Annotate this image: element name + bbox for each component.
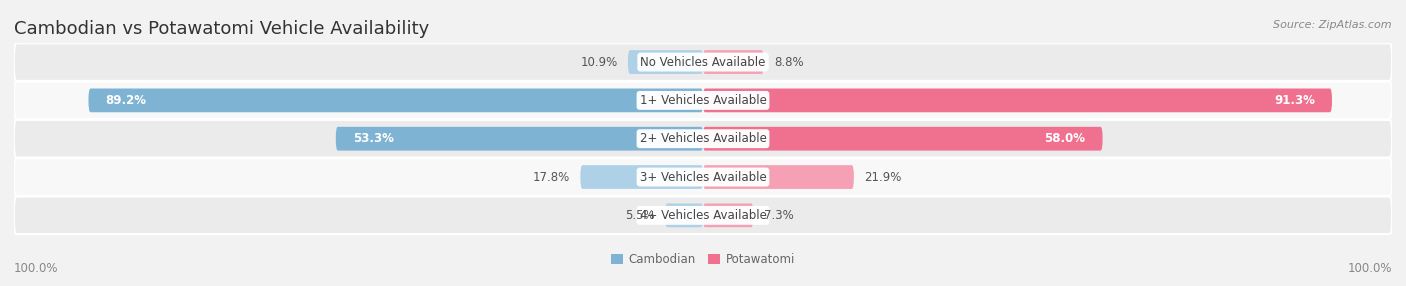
- Legend: Cambodian, Potawatomi: Cambodian, Potawatomi: [606, 248, 800, 271]
- Text: 4+ Vehicles Available: 4+ Vehicles Available: [640, 209, 766, 222]
- Text: 5.5%: 5.5%: [626, 209, 655, 222]
- Text: Cambodian vs Potawatomi Vehicle Availability: Cambodian vs Potawatomi Vehicle Availabi…: [14, 20, 429, 38]
- Text: 58.0%: 58.0%: [1045, 132, 1085, 145]
- FancyBboxPatch shape: [14, 82, 1392, 119]
- FancyBboxPatch shape: [628, 50, 703, 74]
- FancyBboxPatch shape: [14, 196, 1392, 234]
- FancyBboxPatch shape: [703, 165, 853, 189]
- Text: 7.3%: 7.3%: [763, 209, 793, 222]
- Text: 10.9%: 10.9%: [581, 55, 617, 69]
- FancyBboxPatch shape: [89, 88, 703, 112]
- FancyBboxPatch shape: [14, 158, 1392, 196]
- Text: 21.9%: 21.9%: [865, 170, 901, 184]
- FancyBboxPatch shape: [581, 165, 703, 189]
- Text: 17.8%: 17.8%: [533, 170, 569, 184]
- Text: 1+ Vehicles Available: 1+ Vehicles Available: [640, 94, 766, 107]
- Text: 100.0%: 100.0%: [1347, 262, 1392, 275]
- Text: 53.3%: 53.3%: [353, 132, 394, 145]
- FancyBboxPatch shape: [703, 88, 1331, 112]
- FancyBboxPatch shape: [703, 203, 754, 227]
- Text: 8.8%: 8.8%: [773, 55, 804, 69]
- FancyBboxPatch shape: [14, 120, 1392, 158]
- FancyBboxPatch shape: [336, 127, 703, 151]
- Text: 89.2%: 89.2%: [105, 94, 146, 107]
- Text: Source: ZipAtlas.com: Source: ZipAtlas.com: [1274, 20, 1392, 30]
- Text: 91.3%: 91.3%: [1274, 94, 1315, 107]
- FancyBboxPatch shape: [703, 50, 763, 74]
- Text: No Vehicles Available: No Vehicles Available: [640, 55, 766, 69]
- FancyBboxPatch shape: [703, 127, 1102, 151]
- Text: 2+ Vehicles Available: 2+ Vehicles Available: [640, 132, 766, 145]
- FancyBboxPatch shape: [665, 203, 703, 227]
- FancyBboxPatch shape: [14, 43, 1392, 81]
- Text: 100.0%: 100.0%: [14, 262, 59, 275]
- Text: 3+ Vehicles Available: 3+ Vehicles Available: [640, 170, 766, 184]
